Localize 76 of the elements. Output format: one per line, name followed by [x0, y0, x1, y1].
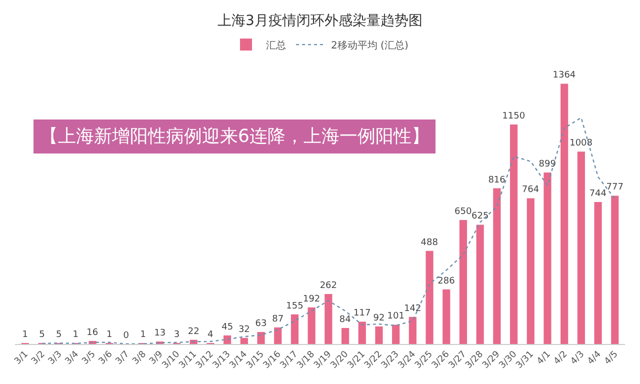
bar	[510, 124, 518, 344]
bar	[257, 332, 265, 344]
bar	[358, 322, 366, 344]
bar	[290, 314, 299, 344]
bar	[240, 338, 248, 344]
bar	[442, 289, 450, 344]
data-label: 3	[174, 330, 180, 340]
legend-label: 2移动平均 (汇总)	[331, 39, 408, 52]
data-label: 13	[154, 328, 166, 339]
bar	[408, 316, 416, 344]
data-label: 777	[606, 182, 624, 193]
bar	[392, 324, 400, 344]
data-label: 117	[354, 308, 371, 319]
data-label: 5	[56, 330, 62, 340]
bar	[375, 326, 383, 344]
bar	[493, 188, 501, 344]
bar	[274, 327, 282, 344]
data-label: 84	[339, 314, 352, 325]
bar	[611, 196, 619, 344]
x-tick-label: 3/2	[30, 350, 48, 367]
data-label: 22	[188, 326, 200, 337]
data-label: 5	[39, 330, 45, 340]
data-label: 0	[123, 331, 130, 341]
bar	[476, 224, 484, 344]
data-label: 899	[538, 159, 556, 170]
x-tick-label: 3/7	[114, 350, 132, 367]
annotation: 【上海新增阳性病例迎来6连降，上海一例阳性】	[40, 126, 430, 147]
bar	[308, 307, 316, 344]
data-label: 16	[86, 328, 98, 338]
x-tick-label: 3/6	[97, 349, 115, 367]
data-label: 92	[373, 313, 385, 324]
x-tick-label: 3/3	[46, 350, 64, 367]
bar	[594, 202, 602, 344]
data-label: 101	[387, 312, 404, 322]
data-label: 45	[222, 322, 234, 332]
x-tick-label: 4/1	[535, 350, 553, 367]
bar	[526, 198, 534, 344]
bar	[324, 294, 332, 344]
x-tick-label: 4/4	[586, 349, 604, 367]
chart-title: 上海3月疫情闭环外感染量趋势图	[218, 13, 422, 30]
bar	[426, 250, 434, 344]
data-label: 1	[140, 330, 146, 340]
data-label: 625	[471, 212, 489, 222]
data-label: 192	[302, 294, 320, 304]
data-label: 262	[320, 281, 338, 291]
data-label: 286	[438, 276, 456, 286]
legend-label: 汇总	[266, 39, 286, 52]
data-label: 142	[404, 304, 422, 314]
x-tick-label: 3/8	[131, 349, 149, 367]
data-label: 650	[454, 206, 472, 217]
x-tick-label: 3/4	[64, 349, 82, 367]
data-label: 1	[22, 330, 28, 340]
data-label: 764	[522, 185, 540, 196]
data-label: 87	[272, 314, 284, 324]
data-label: 1	[106, 330, 112, 340]
bar	[459, 220, 468, 344]
data-label: 488	[420, 238, 438, 248]
data-label: 1150	[502, 112, 526, 122]
data-label: 744	[589, 189, 607, 200]
data-label: 155	[286, 301, 304, 312]
data-label: 1364	[552, 70, 576, 81]
data-label: 63	[255, 318, 267, 329]
bar	[544, 172, 552, 344]
data-label: 32	[238, 324, 250, 335]
x-tick-label: 4/5	[602, 350, 620, 367]
data-label: 1008	[570, 138, 593, 149]
bar	[341, 328, 350, 344]
bar	[577, 152, 585, 344]
x-tick-label: 4/2	[552, 350, 570, 367]
data-label: 1	[72, 330, 79, 340]
x-tick-label: 3/1	[13, 350, 30, 367]
data-label: 4	[207, 330, 214, 340]
bar	[560, 84, 568, 344]
x-tick-label: 4/3	[569, 350, 586, 367]
x-tick-label: 3/5	[80, 350, 98, 367]
data-label: 816	[488, 175, 506, 186]
